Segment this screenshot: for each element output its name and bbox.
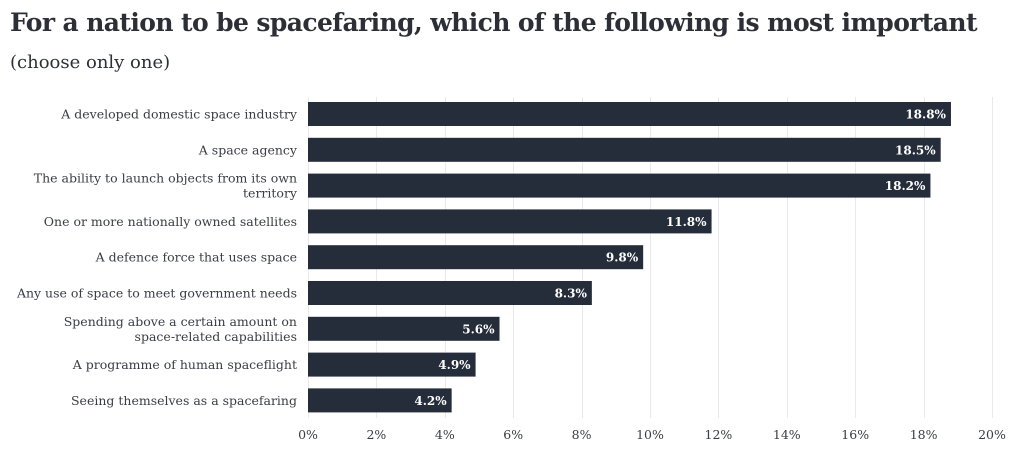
x-tick-label: 18% [910,427,938,442]
category-label: A programme of human spaceflight [72,357,297,372]
category-label-line: A programme of human spaceflight [72,357,297,372]
category-label: Spending above a certain amount on space-… [64,314,297,344]
category-label-line: A defence force that uses space [95,250,297,265]
x-tick-label: 2% [366,427,386,442]
bar-value-label: 9.8% [606,251,639,265]
category-labels: A developed domestic space industry A spa… [16,107,298,408]
bar-value-label: 4.9% [438,358,471,372]
bar-value-label: 4.2% [414,394,447,408]
bar-value-label: 18.5% [895,143,936,157]
category-label-line: One or more nationally owned satellites [44,214,297,229]
bar [308,102,951,126]
x-tick-label: 14% [773,427,801,442]
x-tick-label: 10% [636,427,664,442]
bar-value-label: 11.8% [666,215,707,229]
category-label-line: space-related capabilities [135,329,297,344]
x-tick-label: 12% [705,427,733,442]
bar-value-label: 18.2% [885,179,926,193]
x-tick-label: 20% [978,427,1006,442]
x-tick-label: 0% [298,427,318,442]
bar [308,245,644,270]
category-label: Seeing themselves as a spacefaring [71,393,297,408]
bars: 18.8% 18.5% 18.2% 11.8% 9.8% 8.3% 5.6% 4.9% 4.2% [308,102,951,413]
category-label-line: A developed domestic space industry [60,107,298,122]
category-label: Any use of space to meet government need… [16,286,297,301]
x-tick-label: 16% [841,427,869,442]
category-label-line: The ability to launch objects from its o… [34,171,297,186]
x-axis-ticks: 0% 2% 4% 6% 8% 10% 12% 14% 16% 18% 20% [298,427,1006,442]
bar [308,316,500,341]
category-label-line: A space agency [198,142,298,157]
category-label-line: Seeing themselves as a spacefaring [71,393,297,408]
category-label: A developed domestic space industry [60,107,298,122]
bar [308,209,712,234]
x-tick-label: 8% [572,427,592,442]
bar [308,281,592,305]
bar-value-label: 8.3% [555,287,588,301]
chart-subtitle: (choose only one) [10,52,171,73]
chart-title: For a nation to be spacefaring, which of… [10,8,978,37]
category-label-line: Spending above a certain amount on [64,314,297,329]
category-label: A defence force that uses space [95,250,297,265]
x-tick-label: 4% [435,427,455,442]
x-tick-label: 6% [503,427,523,442]
category-label-line: Any use of space to meet government need… [16,286,297,301]
category-label: The ability to launch objects from its o… [34,171,298,201]
bar-value-label: 18.8% [905,108,946,122]
category-label-line: territory [243,186,298,201]
bar [308,173,931,198]
category-label: A space agency [198,142,298,157]
category-label: One or more nationally owned satellites [44,214,297,229]
bar [308,137,941,162]
bar [308,352,476,377]
bar [308,388,452,413]
bar-value-label: 5.6% [462,322,495,336]
